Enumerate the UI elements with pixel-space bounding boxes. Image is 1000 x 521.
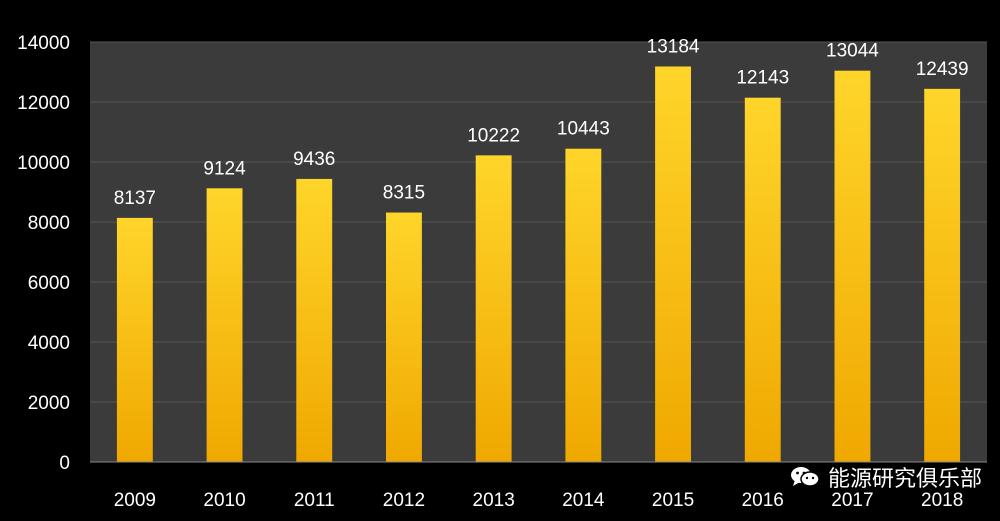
bar-2015 (655, 66, 691, 462)
bar-2017 (834, 70, 871, 463)
x-axis: 2009 2010 2011 2012 2013 2014 2015 2016 2017 2018 (90, 461, 987, 511)
bar-2009 (116, 217, 153, 462)
data-label: 10222 (467, 125, 520, 146)
x-tick-label: 2017 (831, 490, 873, 511)
data-label: 12143 (736, 68, 789, 89)
y-tick-label: 2000 (28, 393, 70, 414)
data-label: 8137 (114, 188, 156, 209)
data-label: 9124 (203, 158, 246, 179)
data-label: 12439 (916, 59, 969, 80)
bar-2014 (565, 148, 602, 462)
y-tick-label: 0 (59, 453, 70, 474)
y-tick-label: 4000 (28, 333, 70, 354)
watermark-text: 能源研究俱乐部 (827, 467, 982, 492)
watermark: 能源研究俱乐部 (790, 461, 982, 493)
y-tick-label: 10000 (17, 153, 70, 174)
y-tick-label: 6000 (28, 273, 70, 294)
bar-2012 (386, 212, 422, 462)
data-label: 10443 (557, 119, 610, 140)
wechat-icon (790, 465, 820, 489)
x-tick-label: 2016 (742, 490, 784, 511)
y-tick-label: 8000 (28, 213, 70, 234)
data-label: 13044 (826, 41, 879, 62)
data-label: 8315 (383, 183, 425, 204)
x-tick-label: 2010 (203, 490, 245, 511)
y-axis: 0 2000 4000 6000 8000 10000 12000 14000 (17, 33, 70, 474)
data-label: 13184 (647, 36, 700, 57)
x-tick-label: 2014 (562, 490, 605, 511)
bar-series (116, 66, 961, 463)
bar-2010 (206, 188, 243, 462)
bar-2018 (924, 88, 961, 462)
x-tick-label: 2011 (294, 490, 335, 511)
bar-2013 (475, 155, 512, 462)
x-tick-label: 2015 (652, 490, 694, 511)
x-tick-label: 2013 (473, 490, 515, 511)
y-tick-label: 12000 (17, 93, 70, 114)
x-tick-label: 2012 (383, 490, 425, 511)
y-tick-label: 14000 (17, 33, 70, 54)
data-label: 9436 (293, 149, 335, 170)
x-tick-label: 2018 (921, 490, 963, 511)
data-labels: 8137 9124 9436 8315 10222 10443 13184 12143 1304… (114, 36, 969, 208)
bar-2016 (744, 97, 781, 463)
bar-2011 (296, 178, 333, 463)
x-tick-label: 2009 (114, 490, 156, 511)
